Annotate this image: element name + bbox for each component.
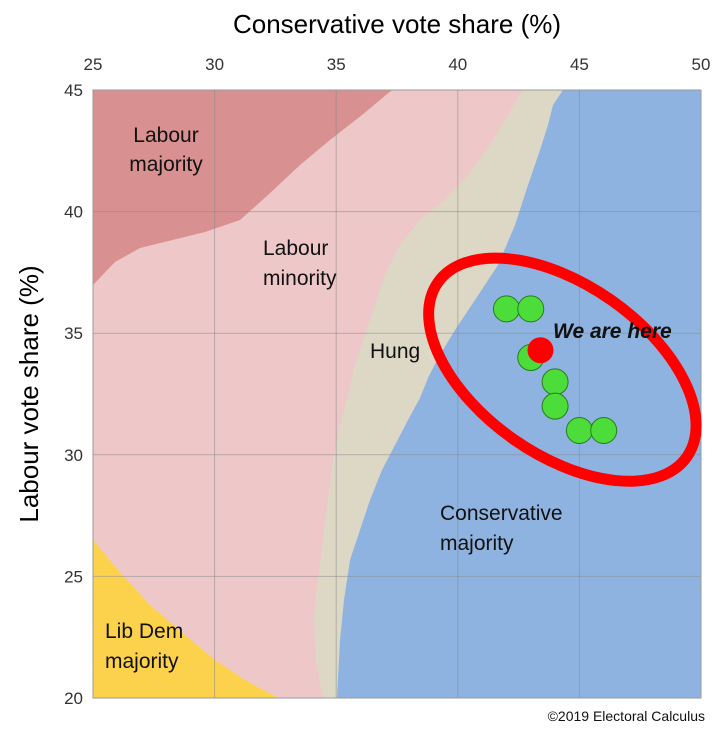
x-tick-labels: 25 30 35 40 45 50 <box>84 55 711 74</box>
region-label-labour-minority: Labour minority <box>263 237 337 290</box>
region-lib-dem-majority <box>93 540 278 698</box>
region-labour-majority <box>93 90 392 285</box>
y-tick-label: 25 <box>64 567 83 586</box>
annotation-we-are-here: We are here <box>553 320 672 343</box>
poll-point <box>565 416 593 444</box>
poll-point <box>590 416 618 444</box>
plot-area <box>93 90 701 698</box>
poll-point <box>517 295 545 323</box>
region-label-labour-majority: Labour majority <box>129 124 203 176</box>
y-tick-label: 35 <box>64 324 83 343</box>
x-tick-label: 45 <box>570 55 589 74</box>
y-tick-label: 20 <box>64 689 83 708</box>
y-tick-label: 40 <box>64 203 83 222</box>
credit-text: ©2019 Electoral Calculus <box>548 708 705 724</box>
x-tick-label: 25 <box>84 55 103 74</box>
region-label-conservative-majority: Conservative majority <box>440 502 563 555</box>
region-label-lib-dem-majority: Lib Dem majority <box>105 620 183 673</box>
y-tick-label: 45 <box>64 81 83 100</box>
x-tick-label: 50 <box>692 55 711 74</box>
y-axis-title: Labour vote share (%) <box>14 265 44 522</box>
plot-border <box>92 89 702 699</box>
data-points <box>492 295 618 444</box>
x-tick-label: 35 <box>327 55 346 74</box>
grid-lines <box>93 90 701 698</box>
y-tick-labels: 20 25 30 35 40 45 <box>64 81 83 708</box>
region-labour-minority <box>93 90 523 698</box>
x-tick-label: 40 <box>448 55 467 74</box>
poll-point <box>541 392 569 420</box>
current-position-point <box>527 337 554 364</box>
poll-point <box>541 368 569 396</box>
region-label-hung: Hung <box>370 340 420 363</box>
x-tick-label: 30 <box>205 55 224 74</box>
y-tick-label: 30 <box>64 446 83 465</box>
x-axis-title: Conservative vote share (%) <box>233 9 561 39</box>
highlight-ellipse-shape <box>423 252 702 487</box>
poll-point <box>492 295 520 323</box>
highlight-ellipse <box>423 252 702 487</box>
